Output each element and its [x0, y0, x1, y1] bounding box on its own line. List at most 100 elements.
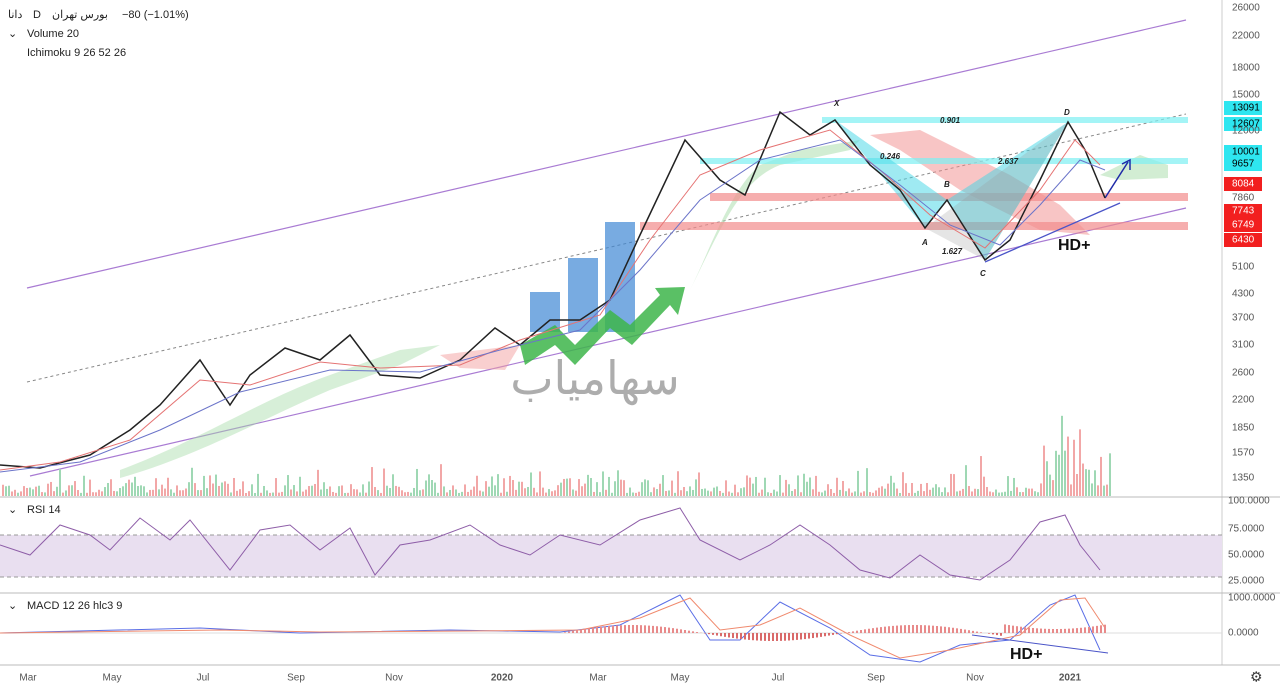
macd-axis-label: 0.0000 [1228, 628, 1259, 639]
channel-upper [26, 19, 1187, 289]
symbol: دانا [8, 9, 22, 21]
volume-bar [26, 487, 28, 496]
volume-bar [428, 474, 430, 496]
macd-histogram [580, 629, 582, 633]
macd-histogram [656, 626, 658, 633]
volume-bar [218, 485, 220, 496]
collapse-button[interactable]: ⌄ [8, 600, 17, 612]
volume-bar [344, 492, 346, 496]
macd-histogram [680, 629, 682, 633]
price-axis-label: 4300 [1232, 289, 1255, 300]
volume-bar [932, 487, 934, 496]
macd-histogram [792, 633, 794, 641]
volume-bar [329, 486, 331, 496]
volume-bar [857, 470, 859, 496]
settings-button[interactable]: ⚙ [1250, 669, 1263, 685]
macd-histogram [1032, 627, 1034, 633]
volume-bar [806, 481, 808, 496]
macd-histogram [800, 633, 802, 640]
macd-histogram [780, 633, 782, 641]
volume-bar [173, 492, 175, 496]
macd-histogram [752, 633, 754, 641]
volume-bar [521, 481, 523, 496]
harmonic-leg [947, 122, 1068, 260]
volume-bar [1052, 480, 1054, 496]
volume-bar [116, 491, 118, 496]
macd-histogram [812, 633, 814, 639]
volume-bar [257, 473, 259, 496]
macd-histogram [596, 627, 598, 633]
macd-histogram [848, 632, 850, 633]
volume-bar [149, 489, 151, 496]
volume-bar [866, 468, 868, 496]
macd-histogram [732, 633, 734, 639]
volume-bar [1103, 485, 1105, 496]
volume-bar [554, 490, 556, 496]
volume-bar [50, 481, 52, 496]
volume-bar [614, 481, 616, 496]
macd-histogram [616, 625, 618, 633]
price-axis-label: 5100 [1232, 262, 1255, 273]
price-line [0, 110, 1106, 469]
kijun-line [0, 139, 1106, 473]
volume-bar [959, 490, 961, 496]
ratio: 1.627 [942, 247, 963, 256]
volume-bar [11, 491, 13, 496]
level-band [710, 193, 1188, 201]
volume-bar [59, 469, 61, 496]
macd-histogram [868, 628, 870, 633]
collapse-button[interactable]: ⌄ [8, 28, 17, 40]
macd-histogram [896, 625, 898, 633]
volume-bar [92, 492, 94, 496]
collapse-button[interactable]: ⌄ [8, 504, 17, 516]
volume-bar [821, 492, 823, 496]
macd-histogram [796, 633, 798, 640]
volume-bar [386, 485, 388, 496]
macd-histogram [1044, 628, 1046, 633]
volume-bar [548, 489, 550, 496]
macd-histogram [640, 625, 642, 633]
pattern-label: HD+ [1010, 646, 1042, 663]
tenkan-line [0, 129, 1101, 471]
volume-bar [716, 486, 718, 496]
price-axis-label: 12000 [1232, 126, 1260, 137]
volume-bar [839, 489, 841, 496]
time-axis-label: May [671, 673, 690, 684]
volume-bar [941, 492, 943, 496]
pattern-label: HD+ [1058, 237, 1090, 254]
price-axis-label: 3100 [1232, 340, 1255, 351]
volume-bar [1019, 492, 1021, 496]
volume-bar [290, 489, 292, 496]
volume-bar [851, 492, 853, 496]
volume-bar [965, 465, 967, 496]
volume-bar [1013, 477, 1015, 496]
volume-bar [629, 487, 631, 496]
volume-bar [254, 492, 256, 496]
macd-histogram [932, 625, 934, 633]
volume-bar [1034, 491, 1036, 496]
price-axis-label: 22000 [1232, 31, 1260, 42]
volume-bar [785, 479, 787, 496]
volume-bar [440, 464, 442, 496]
volume-bar [167, 477, 169, 496]
volume-bar [107, 482, 109, 496]
volume-bar [860, 492, 862, 496]
macd-histogram [764, 633, 766, 641]
indicator-legend: Volume 20 [27, 28, 79, 40]
rsi-axis-label: 25.0000 [1228, 576, 1265, 587]
macd-histogram [1072, 628, 1074, 633]
volume-bar [770, 492, 772, 496]
macd-histogram [972, 630, 974, 633]
volume-bar [296, 491, 298, 496]
volume-bar [302, 491, 304, 496]
volume-bar [740, 488, 742, 496]
volume-bar [416, 468, 418, 496]
volume-bar [185, 488, 187, 496]
volume-bar [407, 491, 409, 496]
volume-bar [1106, 484, 1108, 496]
volume-bar [575, 490, 577, 496]
volume-bar [542, 487, 544, 496]
volume-bar [746, 475, 748, 496]
volume-bar [506, 491, 508, 496]
macd-histogram [952, 627, 954, 633]
